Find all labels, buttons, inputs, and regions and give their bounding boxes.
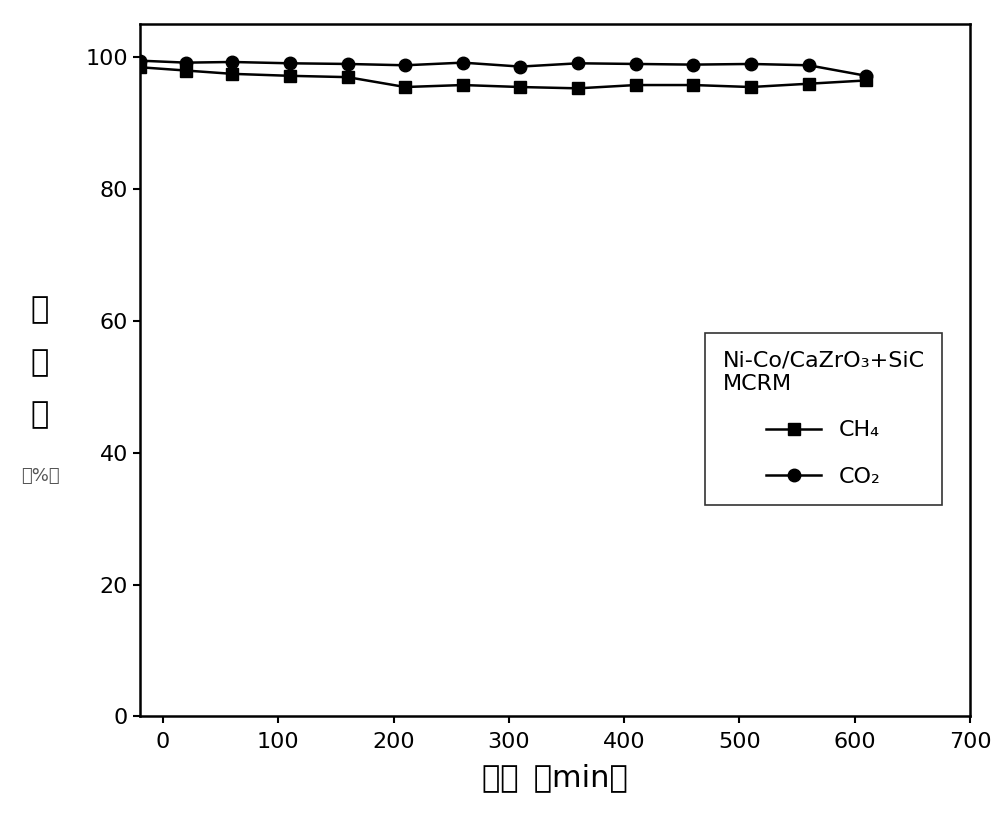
Text: 转: 转 (31, 295, 49, 324)
Text: 率: 率 (31, 400, 49, 430)
X-axis label: 时间 （min）: 时间 （min） (482, 763, 628, 792)
Text: 化: 化 (31, 348, 49, 377)
Text: （%）: （%） (21, 467, 59, 485)
Legend: CH₄, CO₂: CH₄, CO₂ (705, 333, 942, 505)
